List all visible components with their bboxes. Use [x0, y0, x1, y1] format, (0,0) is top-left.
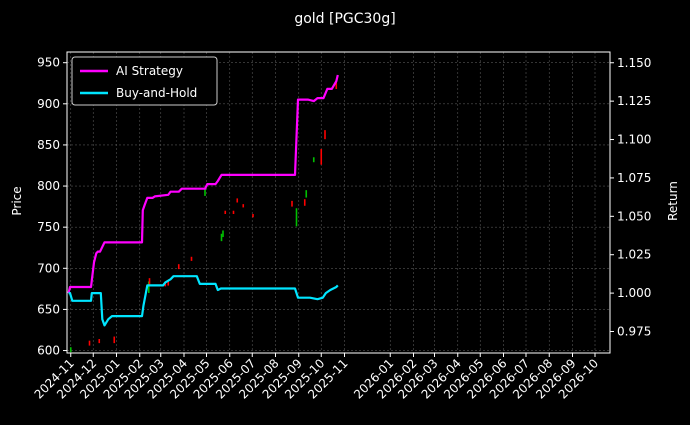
y-right-tick-label: 1.100 [617, 133, 651, 147]
y-right-tick-label: 1.025 [617, 248, 651, 262]
y-axis-left-label: Price [10, 186, 24, 215]
chart-title: gold [PGC30g] [294, 11, 395, 27]
series-line-ai-strategy [67, 74, 339, 294]
y-left-tick-label: 600 [37, 344, 60, 358]
series-line-buy-and-hold [68, 275, 339, 327]
legend: AI Strategy Buy-and-Hold [71, 56, 218, 106]
y-left-tick-label: 950 [37, 56, 60, 70]
y-left-tick-label: 750 [37, 220, 60, 234]
y-left-tick-label: 800 [37, 179, 60, 193]
y-right-tick-label: 1.075 [617, 171, 651, 185]
y-right-tick-label: 1.000 [617, 286, 651, 300]
y-right-tick-label: 1.125 [617, 94, 651, 108]
series-lines [67, 74, 339, 327]
candles [69, 80, 338, 353]
y-right-tick-label: 0.975 [617, 325, 651, 339]
y-left-tick-label: 650 [37, 302, 60, 316]
legend-box [71, 56, 218, 106]
y-left-tick-label: 700 [37, 261, 60, 275]
grid-lines [67, 52, 610, 353]
y-right-tick-label: 1.050 [617, 209, 651, 223]
y-axis-right-label: Return [666, 181, 680, 221]
plot-frame [66, 51, 611, 354]
y-right-tick-label: 1.150 [617, 56, 651, 70]
legend-label: Buy-and-Hold [116, 86, 197, 100]
legend-label: AI Strategy [116, 64, 183, 78]
y-left-tick-label: 850 [37, 138, 60, 152]
y-left-tick-label: 900 [37, 97, 60, 111]
